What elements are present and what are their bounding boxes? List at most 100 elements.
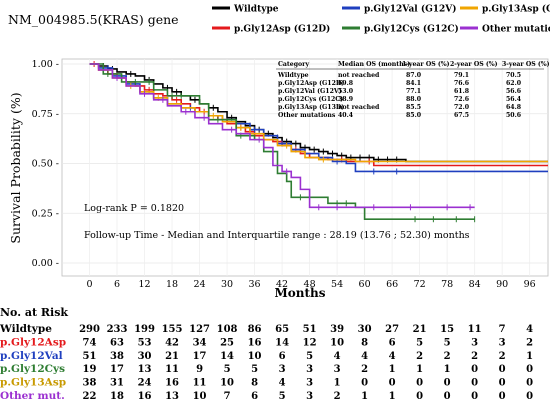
risk-value: 74 <box>83 337 97 348</box>
risk-value: 2 <box>499 351 506 362</box>
summary-cell: 69.8 <box>338 80 353 87</box>
legend-label: p.Gly12Asp (G12D) <box>234 24 330 35</box>
risk-value: 1 <box>361 391 368 402</box>
risk-value: 2 <box>416 351 423 362</box>
risk-value: 16 <box>138 391 152 402</box>
x-tick-label: 48 <box>304 279 316 290</box>
summary-cell: 61.8 <box>454 88 469 95</box>
risk-value: 155 <box>162 324 183 335</box>
risk-value: 0 <box>471 364 478 375</box>
summary-cell: 38.9 <box>338 96 353 103</box>
risk-row-label: p.Gly12Val <box>0 350 63 362</box>
risk-value: 4 <box>334 351 341 362</box>
x-axis-label: Months <box>274 286 325 300</box>
risk-value: 65 <box>275 324 289 335</box>
risk-value: 13 <box>138 364 152 375</box>
risk-value: 5 <box>279 391 286 402</box>
x-tick-label: 18 <box>166 279 178 290</box>
risk-value: 0 <box>471 391 478 402</box>
legend-label: Other mutations <box>482 25 550 35</box>
risk-row-label: p.Gly12Cys <box>0 363 65 375</box>
risk-row-label: Other mut. <box>0 390 65 402</box>
series-p-gly12cys-g12c- <box>89 63 476 223</box>
risk-value: 24 <box>138 378 152 389</box>
risk-value: 10 <box>330 337 344 348</box>
legend-label: p.Gly12Cys (G12C) <box>364 24 459 35</box>
risk-value: 4 <box>361 351 368 362</box>
risk-value: 199 <box>134 324 155 335</box>
risk-value: 21 <box>165 351 179 362</box>
summary-cell: 53.0 <box>338 88 354 95</box>
risk-value: 1 <box>444 364 451 375</box>
risk-value: 5 <box>306 351 313 362</box>
risk-value: 17 <box>193 351 207 362</box>
risk-value: 4 <box>389 351 396 362</box>
x-tick-label: 90 <box>496 279 508 290</box>
risk-value: 1 <box>334 378 341 389</box>
risk-value: 25 <box>220 337 234 348</box>
risk-value: 17 <box>110 364 124 375</box>
risk-value: 7 <box>499 324 506 335</box>
risk-value: 39 <box>330 324 344 335</box>
x-tick-label: 36 <box>249 279 261 290</box>
summary-cell: p.Gly12Val (G12V) <box>278 88 342 95</box>
risk-value: 1 <box>389 364 396 375</box>
risk-value: 5 <box>444 337 451 348</box>
x-tick-label: 60 <box>359 279 371 290</box>
summary-cell: Other mutations <box>278 112 336 119</box>
risk-value: 3 <box>499 337 506 348</box>
risk-value: 38 <box>83 378 97 389</box>
summary-cell: p.Gly13Asp (G13D) <box>278 104 344 111</box>
risk-value: 27 <box>385 324 399 335</box>
summary-cell: p.Gly12Asp (G12D) <box>278 80 344 87</box>
risk-value: 0 <box>526 391 533 402</box>
risk-value: 42 <box>165 337 179 348</box>
risk-value: 0 <box>444 378 451 389</box>
risk-value: 31 <box>110 378 124 389</box>
risk-value: 18 <box>110 391 124 402</box>
risk-value: 290 <box>79 324 100 335</box>
series-other-mutations <box>89 63 475 211</box>
risk-row-label: p.Gly13Asp <box>0 377 66 389</box>
risk-value: 11 <box>193 378 207 389</box>
summary-header: 3-year OS (%) <box>502 61 550 68</box>
risk-value: 16 <box>165 378 179 389</box>
risk-value: 5 <box>251 364 258 375</box>
risk-value: 6 <box>251 391 258 402</box>
risk-value: 63 <box>110 337 124 348</box>
risk-value: 8 <box>361 337 368 348</box>
risk-value: 19 <box>83 364 97 375</box>
risk-value: 1 <box>416 364 423 375</box>
risk-value: 0 <box>471 378 478 389</box>
risk-value: 10 <box>193 391 207 402</box>
risk-value: 0 <box>499 391 506 402</box>
risk-value: 34 <box>193 337 207 348</box>
risk-value: 0 <box>416 391 423 402</box>
logrank-annotation: Log-rank P = 0.1820 <box>84 203 184 214</box>
x-tick-label: 12 <box>138 279 150 290</box>
risk-value: 0 <box>526 378 533 389</box>
risk-value: 233 <box>107 324 128 335</box>
summary-header: 2-year OS (%) <box>450 61 498 68</box>
risk-value: 3 <box>471 337 478 348</box>
risk-value: 14 <box>275 337 289 348</box>
risk-value: 3 <box>306 364 313 375</box>
legend-label: p.Gly12Val (G12V) <box>364 4 457 15</box>
summary-header: Category <box>278 61 309 68</box>
risk-value: 8 <box>251 378 258 389</box>
x-tick-label: 0 <box>86 279 92 290</box>
summary-header: Median OS (months) <box>338 61 410 68</box>
y-tick-label: 1.00 - <box>32 59 59 70</box>
y-axis-label: Survival Probability (%) <box>8 92 23 243</box>
risk-value: 11 <box>468 324 482 335</box>
risk-value: 108 <box>217 324 238 335</box>
risk-value: 11 <box>165 364 179 375</box>
summary-cell: 72.0 <box>454 104 470 111</box>
risk-value: 0 <box>526 364 533 375</box>
y-tick-label: 0.50 - <box>32 159 59 170</box>
risk-value: 51 <box>83 351 97 362</box>
summary-table: Category Median OS (months)1-year OS (%) 2… <box>276 61 550 119</box>
legend: Wildtype p.Gly12Val (G12V) p.Gly13Asp (G13… <box>212 4 550 35</box>
risk-value: 53 <box>138 337 152 348</box>
risk-value: 12 <box>303 337 317 348</box>
